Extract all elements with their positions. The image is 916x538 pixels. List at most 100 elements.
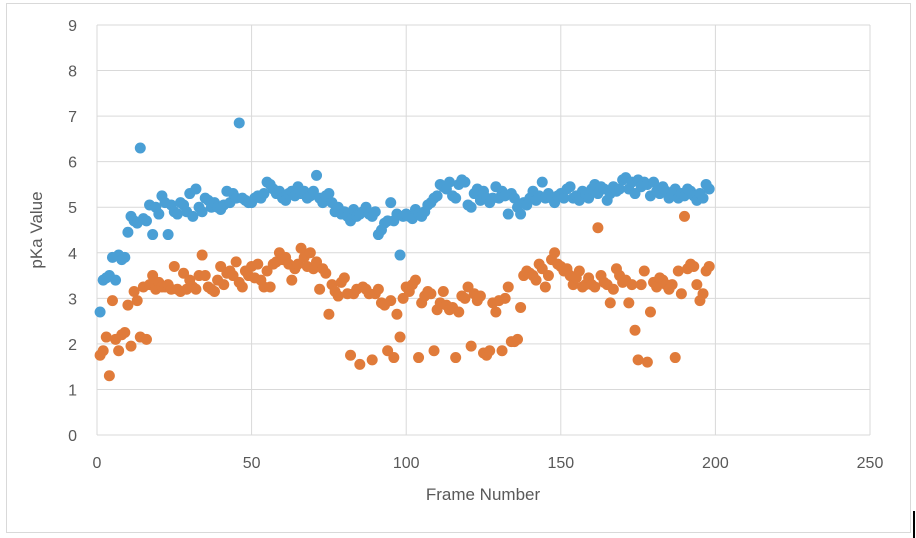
y-tick-label: 8 [68,64,77,81]
data-point [644,306,656,318]
data-point [428,345,440,357]
data-point [147,229,159,241]
data-point [499,292,511,304]
data-point [437,286,449,297]
y-tick-label: 2 [68,337,77,354]
data-point [110,274,122,286]
data-point [508,192,520,204]
data-point [431,190,443,202]
data-point [304,247,316,259]
x-axis-title: Frame Number [426,485,541,504]
series-1 [94,117,715,318]
data-point [648,176,660,188]
data-point [140,215,152,227]
gridlines [96,24,871,436]
data-point [320,267,332,279]
y-tick-label: 9 [68,18,77,35]
data-point [236,281,248,293]
data-point [208,286,220,297]
data-point [459,176,471,188]
x-tick-label: 250 [857,455,884,472]
data-point [153,208,165,220]
y-tick-label: 6 [68,155,77,172]
data-point [474,290,486,302]
data-point [678,210,690,222]
data-point [530,274,542,286]
data-point [465,340,477,352]
data-point [450,192,462,204]
edge-mark [913,511,915,538]
data-point [125,340,137,352]
data-point [465,201,477,213]
data-point [97,345,109,357]
data-point [372,283,384,295]
data-point [539,281,551,293]
data-point [496,345,508,357]
x-tick-label: 0 [93,455,102,472]
data-point [131,295,143,307]
data-point [675,288,687,300]
data-point [323,308,335,320]
data-point [258,188,270,200]
data-point [168,260,180,272]
data-point [286,274,298,286]
data-point [252,258,264,270]
data-point [94,306,106,318]
data-point [345,349,357,361]
data-point [536,176,548,188]
data-point [697,288,709,300]
series-2 [94,210,715,382]
data-point [409,274,421,286]
data-point [490,306,502,318]
data-point [502,208,514,220]
data-point [632,354,644,366]
data-point [103,370,115,382]
data-point [190,183,202,195]
y-tick-label: 7 [68,109,77,126]
data-point [394,249,406,261]
data-point [549,247,561,259]
x-tick-label: 200 [702,455,729,472]
data-point [542,270,554,282]
data-point [119,251,131,263]
data-point [688,260,700,272]
y-tick-label: 0 [68,428,77,445]
data-point [314,283,326,295]
data-point [638,265,650,277]
data-point [369,206,381,218]
data-point [484,345,496,357]
data-point [196,249,208,261]
data-point [187,210,199,222]
data-point [623,297,635,309]
data-point [512,333,524,345]
data-point [583,192,595,204]
data-point [604,297,616,309]
data-point [140,333,152,345]
data-point [459,292,471,304]
data-point [515,208,527,220]
data-point [573,265,585,277]
data-point [703,183,715,195]
y-tick-label: 1 [68,382,77,399]
data-point [230,256,242,268]
data-point [199,270,211,282]
data-point [162,229,174,241]
data-point [413,352,425,364]
y-tick-label: 3 [68,291,77,308]
x-tick-label: 100 [393,455,420,472]
data-point [443,176,455,188]
x-tick-label: 150 [547,455,574,472]
chart-frame [6,3,911,533]
data-point [394,331,406,343]
data-point [425,288,437,300]
data-point [635,279,647,291]
data-point [589,281,601,293]
data-point [100,331,112,343]
data-point [196,206,208,218]
data-point [515,301,527,313]
data-points [94,117,715,382]
data-point [113,345,125,357]
data-point [190,283,202,295]
data-point [592,222,604,234]
data-point [119,327,131,338]
